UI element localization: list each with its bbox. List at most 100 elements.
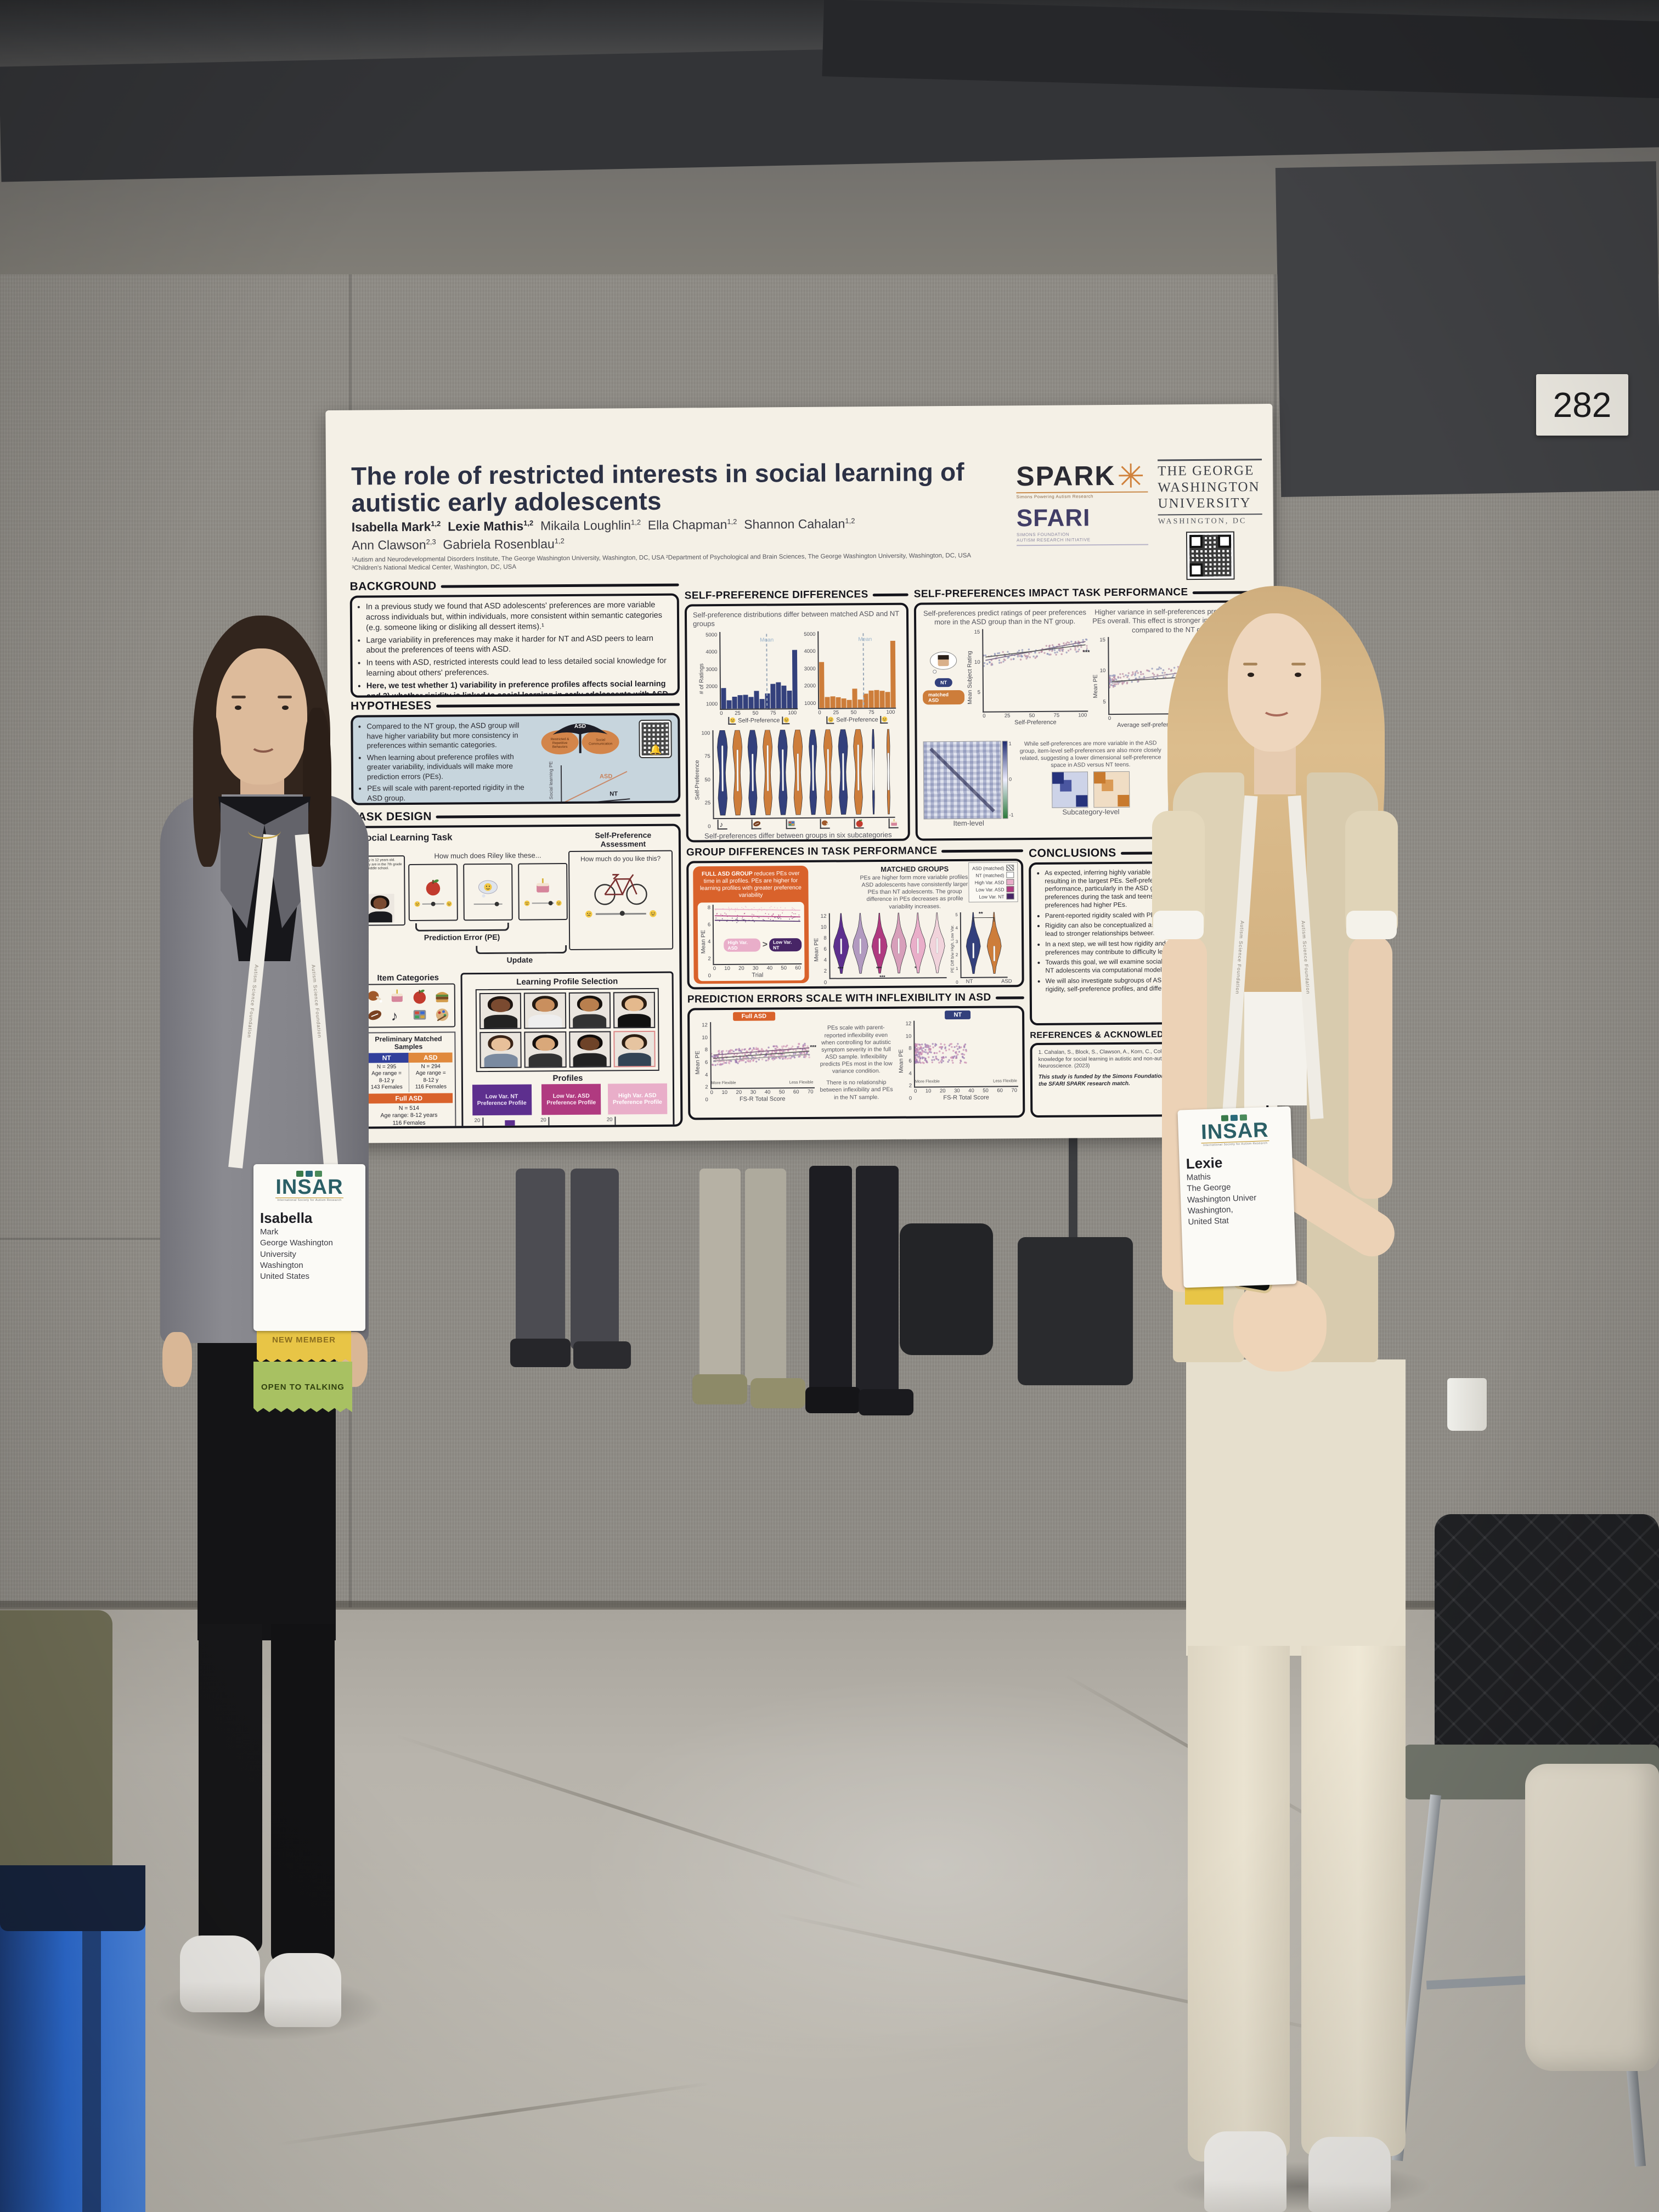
person-left-shoe <box>180 1936 260 2012</box>
person-left-shoe <box>264 1953 341 2027</box>
profile-selection-title: Learning Profile Selection <box>516 977 618 987</box>
nt-item-heatmap: 1 0 -1 Item-level <box>923 741 1014 828</box>
profiles-label: Profiles <box>552 1073 583 1084</box>
legend-nt: NT <box>934 678 953 687</box>
samples-title: Preliminary Matched Samples <box>375 1035 442 1051</box>
spark-sfari-logos: SPARK Simons Powering Autism Research SF… <box>1016 460 1149 581</box>
profile-face[interactable] <box>479 1031 522 1069</box>
profile-selection-box: Learning Profile Selection Profiles <box>460 971 675 1129</box>
svg-text:ASD: ASD <box>574 724 586 730</box>
profile-face[interactable] <box>524 992 566 1029</box>
sfari-logo: SFARI <box>1016 504 1091 532</box>
section-body: FULL ASD GROUP reduces PEs over time in … <box>686 859 1024 990</box>
category-violin-plot: Self-Preference 100 75 50 25 0 <box>693 729 901 830</box>
gwu-logo: THE GEORGE WASHINGTON UNIVERSITY WASHINGTO… <box>1158 459 1263 580</box>
paper-cup <box>1447 1378 1487 1431</box>
black-bag <box>1018 1237 1133 1385</box>
stand-pole <box>1069 1136 1077 1256</box>
person-right-shoe <box>1308 2137 1391 2212</box>
section-body: Full ASD Mean PE 12 10 8 6 4 2 0 *** More Flex… <box>687 1006 1025 1120</box>
assessment-title: Self-Preference Assessment <box>595 830 652 849</box>
bullet: In teens with ASD, restricted interests … <box>366 656 672 679</box>
background-person-shoe <box>692 1374 747 1404</box>
person-right-pant-leg <box>1301 1646 1406 2156</box>
bullet: Large variability in preferences may mak… <box>366 633 671 656</box>
section-body: In a previous study we found that ASD ad… <box>349 593 680 698</box>
profile-face[interactable] <box>568 992 611 1029</box>
umbrella-right-label: Social Communication <box>589 738 613 746</box>
profile-face[interactable] <box>524 1031 567 1068</box>
profiles-row: Low Var. NT Preference Profile Frequency… <box>467 1083 669 1129</box>
author: Mikaila Loughlin1,2 <box>540 517 641 533</box>
author: Shannon Cahalan1,2 <box>744 516 855 532</box>
background-person-shoe <box>859 1389 913 1415</box>
rigidity-inset-chart: ASD NT Social learning PEs Rigidity <box>548 760 633 805</box>
person-left-hand <box>162 1332 192 1387</box>
person-right-shoe <box>1204 2131 1286 2212</box>
person-left-pant-leg <box>199 1624 262 1953</box>
pe-bracket <box>415 922 509 932</box>
background-person-shoe <box>751 1378 805 1408</box>
logo-block: SPARK Simons Powering Autism Research SF… <box>1016 459 1265 581</box>
floor-worn-patch <box>576 1673 1289 2057</box>
profile1-label: Low Var. NT Preference Profile <box>472 1084 532 1116</box>
bullet: Here, we test whether 1) variability in … <box>366 679 672 698</box>
full-asd-panel: FULL ASD GROUP reduces PEs over time in … <box>693 865 809 984</box>
olive-chair <box>0 1610 112 1884</box>
hypotheses-qr-code: 🔔 <box>639 719 672 759</box>
burger-icon <box>433 988 450 1004</box>
person-left-necklace <box>248 823 281 839</box>
matched-text: PEs are higher form more variable profil… <box>860 873 970 910</box>
background-person-leg <box>699 1169 741 1383</box>
poster-authors-line1: Isabella Mark1,2 Lexie Mathis1,2 Mikaila… <box>352 515 1010 534</box>
person-left-pant-leg <box>271 1624 335 1964</box>
section-heading: GROUP DIFFERENCES IN TASK PERFORMANCE <box>686 844 1023 859</box>
room-number: 282 <box>1553 385 1612 425</box>
stimulus-cards <box>408 862 568 922</box>
stimulus-card-thought <box>463 863 513 921</box>
section-heading: BACKGROUND <box>350 578 679 594</box>
bicycle-icon <box>594 874 647 905</box>
svg-text:NT: NT <box>610 791 618 797</box>
bullet: Compared to the NT group, the ASD group … <box>366 720 535 751</box>
profile-face[interactable] <box>568 1031 611 1068</box>
author: Gabriela Rosenblau1,2 <box>443 536 565 552</box>
author: Isabella Mark1,2 <box>351 519 441 534</box>
svg-text:Social learning PEs: Social learning PEs <box>548 760 554 799</box>
football-icon <box>366 1007 382 1023</box>
profile-face[interactable] <box>613 991 656 1029</box>
section-group-differences: GROUP DIFFERENCES IN TASK PERFORMANCE FU… <box>686 844 1024 990</box>
profile2-label: Low Var. ASD Preference Profile <box>541 1084 601 1115</box>
update-label: Update <box>506 955 533 964</box>
apple-icon <box>411 988 427 1005</box>
person-left-hair-side <box>193 708 222 867</box>
bullet: In a previous study we found that ASD ad… <box>366 600 671 633</box>
section-heading: PREDICTION ERRORS SCALE WITH INFLEXIBILI… <box>687 991 1024 1006</box>
legend-asd: matched ASD <box>922 690 965 705</box>
svg-text:ASD: ASD <box>600 773 612 780</box>
background-person-shoe <box>573 1341 631 1369</box>
spark-star-icon <box>1119 463 1143 488</box>
person-right-hands <box>1233 1278 1327 1372</box>
section-body: Social Learning Task Self-Preference Ass… <box>351 823 683 1129</box>
profile-face-selected[interactable] <box>613 1030 656 1068</box>
dark-partition <box>1275 161 1659 498</box>
umbrella-left-label: Restricted & Repetitive Behaviors <box>551 737 570 749</box>
umbrella-graphic: ASD Restricted & Repetitive Behaviors Soci… <box>541 724 619 755</box>
section-hypotheses: HYPOTHESES Compared to the NT group, the… <box>351 698 681 805</box>
impact-left: Self-preferences predict ratings of peer… <box>922 608 1090 726</box>
item-categories-box <box>360 983 456 1028</box>
person-right-face <box>1228 613 1321 752</box>
pe-label: Prediction Error (PE) <box>424 932 500 942</box>
background-person-leg <box>809 1166 852 1396</box>
poster-header: The role of restricted interests in soci… <box>351 458 1010 573</box>
violin-legend: ASD (matched) NT (matched) High Var. ASD… <box>968 862 1018 902</box>
section-body: Self-preferences predict ratings of peer… <box>913 600 1267 841</box>
person-left-face <box>216 648 307 785</box>
cake-icon <box>388 988 405 1005</box>
background-person-shoe <box>805 1387 860 1413</box>
social-task-title: Social Learning Task <box>359 832 453 843</box>
profile-face[interactable] <box>479 992 522 1030</box>
